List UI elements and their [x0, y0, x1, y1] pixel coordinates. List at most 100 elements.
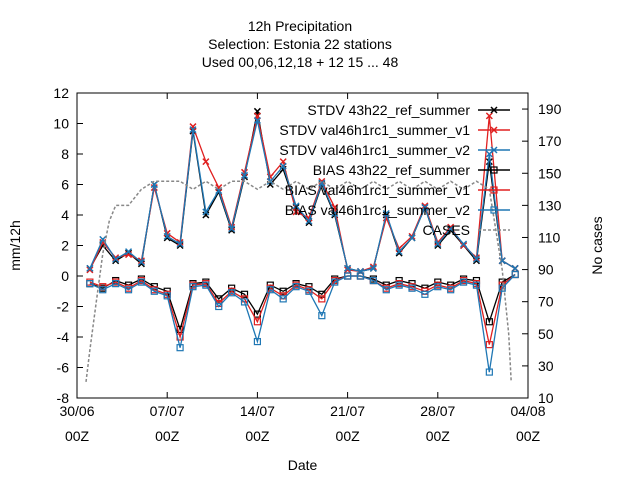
data-point	[485, 318, 493, 326]
data-point	[163, 292, 171, 300]
data-point	[485, 341, 493, 349]
legend: STDV 43h22_ref_summer STDV val46h1rc1_sum…	[279, 102, 510, 238]
series-line	[85, 180, 512, 382]
y-tick-label: 2	[61, 238, 69, 254]
data-point	[490, 126, 498, 134]
legend-label: BIAS val46h1rc1_summer_v2	[285, 202, 470, 218]
data-point	[434, 240, 442, 248]
x-tick-label: 04/08	[510, 403, 545, 419]
series-line	[89, 120, 516, 273]
y-tick-label: -4	[57, 329, 70, 345]
data-point	[459, 278, 468, 286]
data-point	[485, 368, 493, 376]
y-tick-label: 0	[61, 268, 69, 284]
x-tick-label: 30/06	[59, 403, 94, 419]
y2-tick-label: 110	[538, 229, 561, 245]
data-point	[253, 116, 261, 124]
legend-label: BIAS 43h22_ref_summer	[313, 162, 471, 178]
legend-label: STDV 43h22_ref_summer	[307, 102, 470, 118]
data-point	[421, 203, 429, 211]
data-point	[344, 264, 352, 272]
title-line: Selection: Estonia 22 stations	[208, 36, 392, 52]
data-point	[447, 223, 455, 231]
x-tick-label: 00Z	[245, 428, 270, 444]
data-point	[86, 280, 94, 288]
data-point	[86, 280, 94, 288]
y2-tick-label: 50	[538, 326, 554, 342]
data-point	[472, 281, 481, 289]
data-point	[86, 264, 94, 272]
data-point	[176, 240, 184, 248]
data-point	[176, 344, 184, 352]
chart-title: 12h Precipitation Selection: Estonia 22 s…	[202, 18, 399, 70]
data-point	[318, 179, 326, 187]
series-line	[89, 274, 516, 373]
y-axis-label: mm/12h	[7, 220, 23, 271]
data-point	[137, 258, 145, 266]
data-point	[344, 266, 352, 274]
data-point	[485, 112, 493, 120]
data-point	[447, 286, 455, 294]
series-line	[89, 273, 516, 345]
data-point	[490, 166, 498, 174]
y2-tick-label: 130	[538, 197, 562, 213]
series-line	[89, 273, 516, 332]
series-5	[86, 270, 519, 376]
data-point	[292, 283, 300, 291]
y-tick-label: 6	[61, 177, 69, 193]
x-tick-label: 00Z	[516, 428, 541, 444]
data-point	[176, 325, 184, 333]
x-axis-label: Date	[288, 457, 318, 473]
data-point	[266, 286, 274, 294]
data-point	[86, 266, 94, 274]
data-point	[228, 225, 236, 233]
y2-tick-label: 30	[538, 358, 554, 374]
series-3	[86, 270, 519, 333]
data-point	[331, 278, 339, 286]
title-line: Used 00,06,12,18 + 12 15 ... 48	[202, 54, 399, 70]
x-tick-label: 28/07	[420, 403, 455, 419]
data-point	[382, 286, 390, 294]
data-point	[356, 272, 365, 280]
y2-tick-label: 10	[538, 390, 554, 406]
data-point	[253, 318, 261, 326]
y-tick-label: -8	[57, 390, 70, 406]
data-point	[202, 281, 210, 289]
data-point	[490, 146, 498, 154]
data-point	[112, 255, 120, 263]
y-tick-label: 4	[61, 207, 69, 223]
data-point	[395, 281, 403, 289]
data-point	[382, 209, 390, 218]
data-point	[408, 234, 416, 242]
data-point	[99, 286, 107, 294]
data-point	[490, 206, 498, 214]
x-tick-label: 00Z	[336, 428, 361, 444]
data-point	[369, 264, 377, 272]
y2-axis-label: No cases	[589, 216, 605, 274]
series-layer	[85, 107, 519, 382]
data-point	[125, 248, 133, 256]
data-point	[305, 217, 313, 225]
legend-label: STDV val46h1rc1_summer_v2	[279, 142, 470, 158]
data-point	[202, 158, 210, 166]
x-tick-label: 14/07	[240, 403, 275, 419]
data-point	[485, 158, 493, 166]
data-point	[318, 295, 326, 303]
y-tick-label: 8	[61, 146, 69, 162]
y2-tick-label: 90	[538, 262, 554, 278]
series-2	[86, 116, 519, 275]
x-tick-label: 21/07	[330, 403, 365, 419]
data-point	[408, 284, 416, 292]
x-tick-label: 00Z	[155, 428, 180, 444]
series-6	[85, 180, 512, 382]
y2-tick-label: 150	[538, 165, 562, 181]
data-point	[511, 270, 519, 279]
data-point	[434, 283, 442, 291]
title-line: 12h Precipitation	[248, 18, 352, 34]
data-point	[369, 276, 377, 285]
legend-label: BIAS val46h1rc1_summer_v1	[285, 182, 470, 198]
data-point	[292, 202, 300, 210]
data-point	[163, 232, 171, 240]
data-point	[305, 287, 313, 295]
